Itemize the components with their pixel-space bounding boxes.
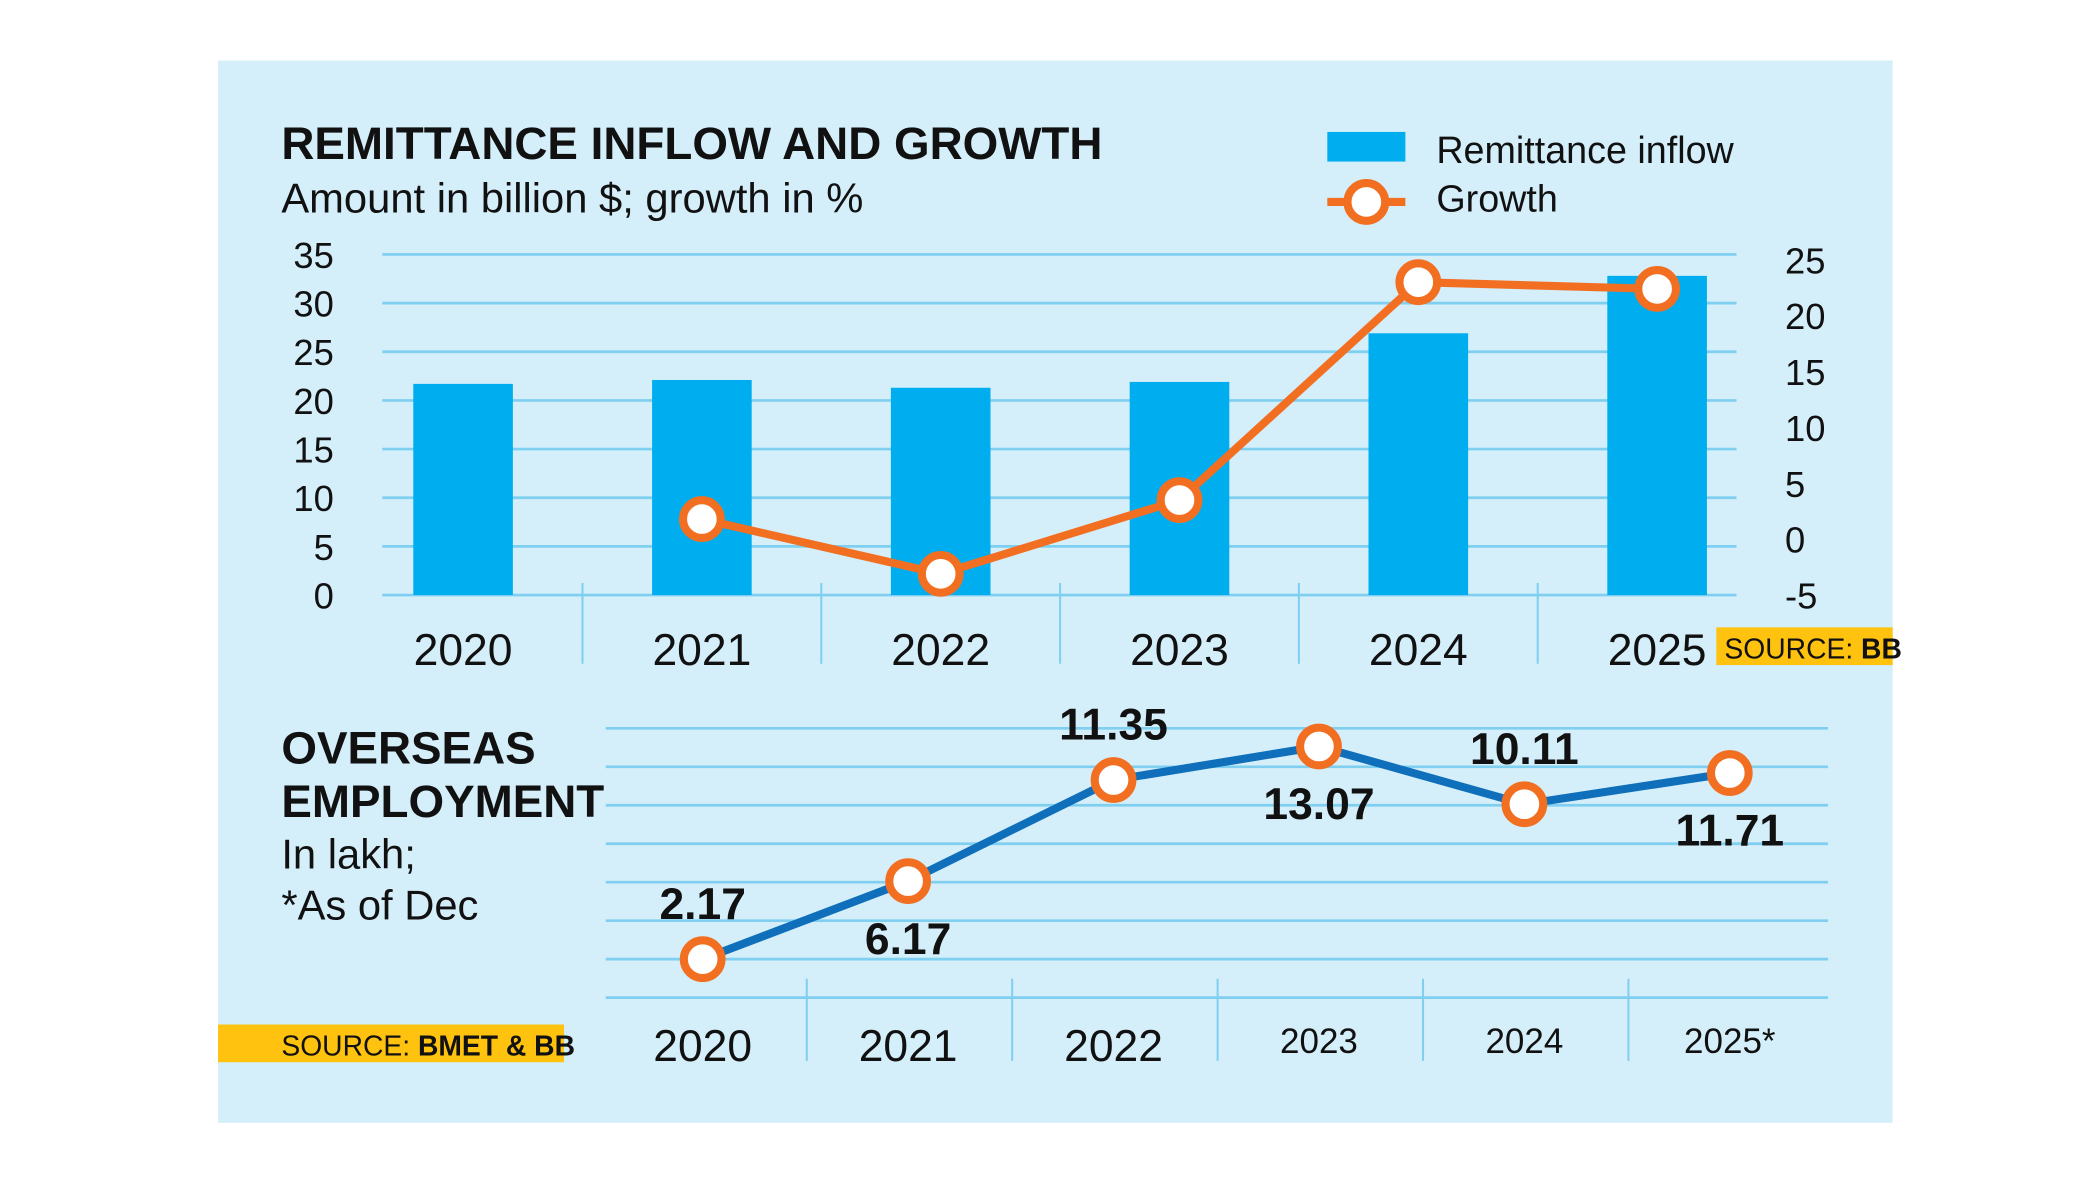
left-axis-tick: 5 xyxy=(314,527,334,568)
chart-subtitle: *As of Dec xyxy=(281,882,478,929)
right-axis-tick: 25 xyxy=(1785,240,1825,281)
chart-title: OVERSEAS xyxy=(281,722,535,773)
legend-label: Growth xyxy=(1436,177,1557,219)
legend-label: Remittance inflow xyxy=(1436,129,1734,171)
employment-point xyxy=(885,858,931,905)
right-axis-tick: 0 xyxy=(1785,520,1805,561)
left-axis-tick: 10 xyxy=(293,478,333,519)
x-axis-label: 2023 xyxy=(1130,626,1229,675)
x-axis-label: 2024 xyxy=(1485,1022,1563,1061)
employment-point xyxy=(1090,757,1137,803)
source-prefix: SOURCE: xyxy=(281,1029,418,1061)
right-axis-tick: 15 xyxy=(1785,352,1825,393)
data-label: 11.71 xyxy=(1675,807,1784,856)
remittance-chart: REMITTANCE INFLOW AND GROWTH Amount in bi… xyxy=(281,118,1902,675)
source-prefix: SOURCE: xyxy=(1724,632,1861,664)
x-axis-label: 2025* xyxy=(1684,1022,1776,1061)
chart-title: REMITTANCE INFLOW AND GROWTH xyxy=(281,118,1102,169)
x-axis-label: 2021 xyxy=(859,1022,958,1071)
right-axis-tick: 5 xyxy=(1785,464,1805,505)
right-axis-tick: 10 xyxy=(1785,408,1825,449)
growth-point xyxy=(1634,265,1681,312)
source-name: BMET & BB xyxy=(418,1029,575,1061)
data-label: 11.35 xyxy=(1059,701,1168,750)
legend-swatch-growth-marker xyxy=(1343,179,1390,225)
left-axis-tick: 30 xyxy=(293,284,333,325)
x-axis-label: 2022 xyxy=(1064,1022,1163,1071)
x-axis-label: 2020 xyxy=(414,626,513,675)
growth-point xyxy=(1156,477,1203,523)
bar-remittance-2020 xyxy=(413,383,513,596)
chart-subtitle: In lakh; xyxy=(281,830,416,877)
employment-point xyxy=(1501,781,1548,828)
right-axis-tick: -5 xyxy=(1785,576,1817,617)
growth-point xyxy=(917,550,964,597)
employment-point xyxy=(1296,723,1342,770)
source-text: SOURCE: BB xyxy=(1724,632,1901,664)
left-axis-tick: 0 xyxy=(314,576,334,617)
data-label: 6.17 xyxy=(865,915,951,964)
left-axis-tick: 25 xyxy=(293,332,333,373)
source-text: SOURCE: BMET & BB xyxy=(281,1029,575,1061)
source-name: BB xyxy=(1861,632,1902,664)
legend-swatch-remittance xyxy=(1327,131,1406,162)
right-axis-tick: 20 xyxy=(1785,296,1825,337)
bar-remittance-2021 xyxy=(652,379,752,596)
left-axis-tick: 20 xyxy=(293,381,333,422)
employment-point xyxy=(679,936,726,983)
data-label: 10.11 xyxy=(1470,725,1579,774)
left-axis-tick: 35 xyxy=(293,235,333,276)
growth-point xyxy=(679,496,725,542)
growth-point xyxy=(1395,259,1442,306)
x-axis-label: 2020 xyxy=(653,1022,752,1071)
employment-point xyxy=(1706,750,1753,796)
chart-title: EMPLOYMENT xyxy=(281,776,604,827)
data-label: 2.17 xyxy=(659,880,745,929)
x-axis-label: 2022 xyxy=(891,626,990,675)
bar-remittance-2024 xyxy=(1368,333,1469,596)
data-label: 13.07 xyxy=(1263,780,1374,829)
left-axis-tick: 15 xyxy=(293,430,333,471)
x-axis-label: 2023 xyxy=(1280,1022,1358,1061)
source-badge xyxy=(218,1024,565,1063)
x-axis-label: 2024 xyxy=(1369,626,1468,675)
x-axis-label: 2025 xyxy=(1608,626,1707,675)
employment-line xyxy=(701,742,1731,963)
source-badge xyxy=(1716,627,1893,666)
bar-remittance-2025 xyxy=(1607,275,1707,596)
chart-subtitle: Amount in billion $; growth in % xyxy=(281,175,863,222)
x-axis-label: 2021 xyxy=(652,626,751,675)
